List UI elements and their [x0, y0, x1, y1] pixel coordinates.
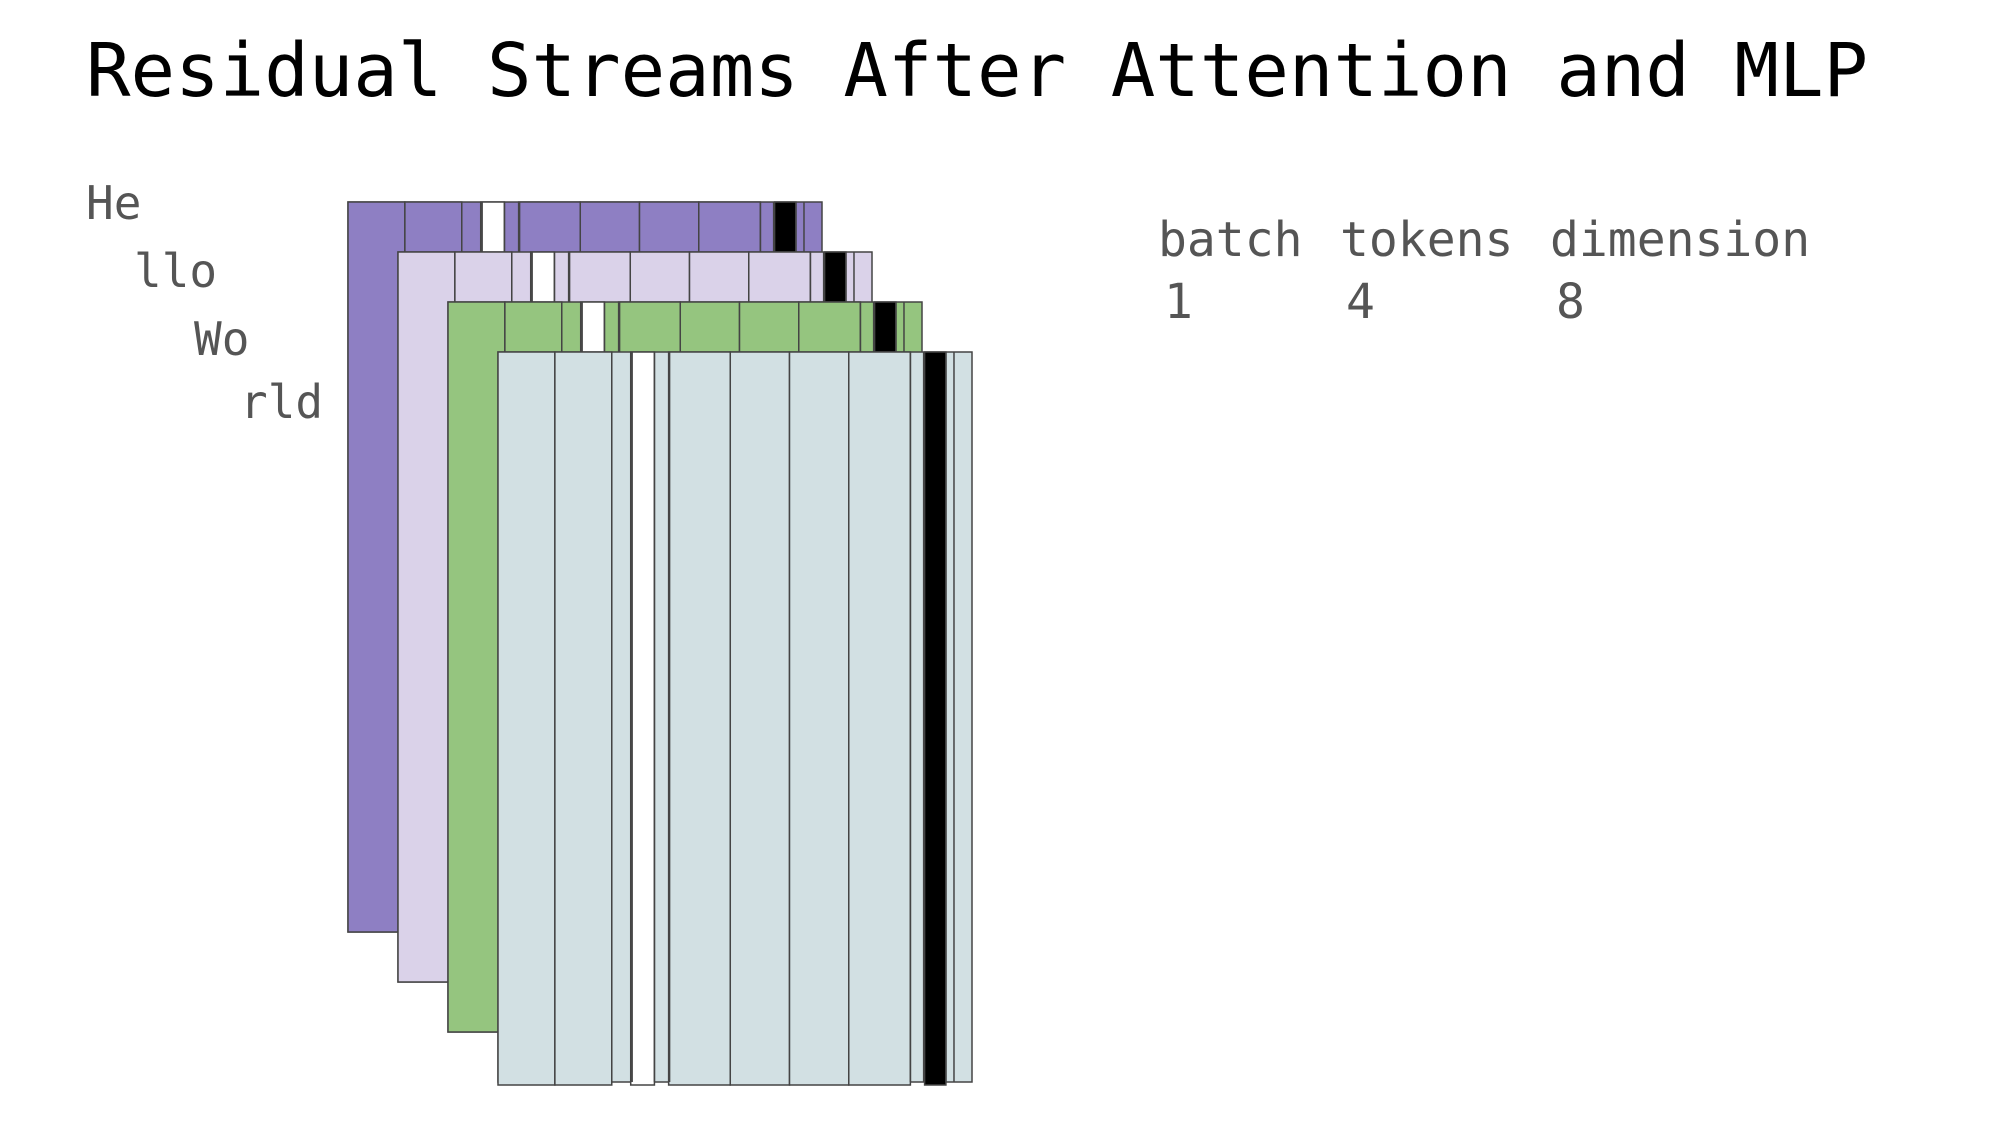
dimension-cell	[729, 351, 791, 1086]
dimension-cell-black	[923, 351, 947, 1086]
dimension-cell	[397, 251, 456, 983]
dimension-cell	[667, 351, 732, 1086]
shape-value-batch: 1	[1164, 274, 1193, 330]
token-labels: He llo Wo rld	[86, 176, 323, 429]
token-label-wo: Wo	[194, 312, 249, 366]
shape-table: batch tokens dimension 1 4 8	[1158, 212, 1810, 330]
dimension-cell	[497, 351, 556, 1086]
stream-stack	[347, 201, 973, 1086]
shape-value-tokens: 4	[1346, 274, 1375, 330]
token-label-he: He	[86, 176, 141, 230]
token-label-llo: llo	[134, 244, 217, 298]
dimension-cell-white	[629, 351, 656, 1086]
shape-value-dimension: 8	[1556, 274, 1585, 330]
dimension-cell	[447, 301, 506, 1033]
token-label-rld: rld	[240, 375, 323, 429]
stream-panel-rld	[497, 351, 973, 1086]
shape-header-tokens: tokens	[1340, 212, 1513, 268]
shape-header-batch: batch	[1158, 212, 1303, 268]
dimension-cell	[848, 351, 912, 1086]
dimension-cell	[554, 351, 613, 1086]
dimension-cell	[347, 201, 406, 933]
page-title: Residual Streams After Attention and MLP	[86, 28, 1869, 114]
shape-header-dimension: dimension	[1550, 212, 1810, 268]
dimension-cell	[788, 351, 850, 1086]
